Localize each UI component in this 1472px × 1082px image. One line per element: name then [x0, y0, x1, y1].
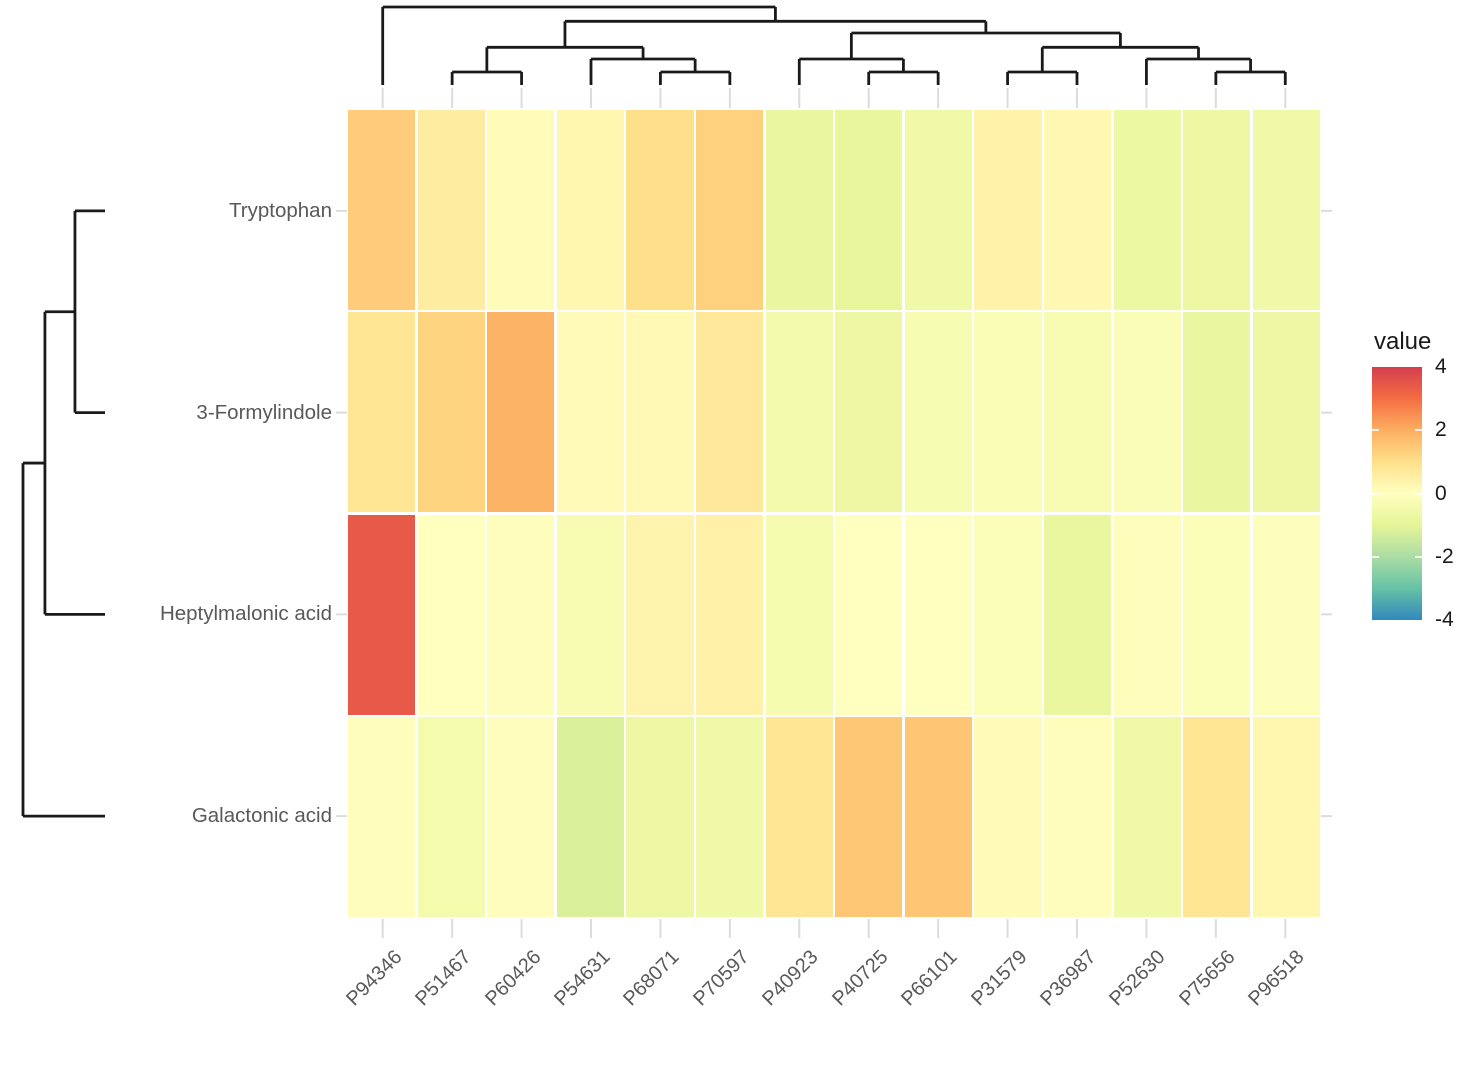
heatmap-cell	[1252, 312, 1320, 513]
heatmap-cell	[417, 717, 485, 917]
heatmap-cell	[765, 717, 833, 917]
heatmap-cell	[626, 717, 694, 917]
heatmap-cell	[765, 312, 833, 513]
heatmap-cell	[1044, 110, 1112, 310]
heatmap-cell	[835, 514, 903, 715]
heatmap-cell	[835, 312, 903, 513]
heatmap-cell	[348, 312, 416, 513]
heatmap-cell	[904, 717, 972, 917]
heatmap-cell	[626, 514, 694, 715]
heatmap-cell	[696, 514, 764, 715]
heatmap-cell	[417, 110, 485, 310]
heatmap-cell	[348, 110, 416, 310]
heatmap-cell	[556, 312, 624, 513]
heatmap-cell	[835, 110, 903, 310]
heatmap-cell	[974, 514, 1042, 715]
heatmap-cell	[1183, 514, 1251, 715]
heatmap-cell	[1252, 717, 1320, 917]
heatmap-cell	[487, 110, 555, 310]
heatmap-cell	[696, 717, 764, 917]
heatmap-cell	[1113, 717, 1181, 917]
heatmap-cell	[974, 312, 1042, 513]
heatmap-cell	[1183, 110, 1251, 310]
heatmap-cell	[974, 717, 1042, 917]
heatmap-cell	[1252, 110, 1320, 310]
heatmap-cell	[556, 717, 624, 917]
heatmap-cell	[696, 110, 764, 310]
heatmap-cell	[1113, 514, 1181, 715]
heatmap-cell	[626, 312, 694, 513]
heatmap-cell	[487, 717, 555, 917]
legend-bar-tick	[1415, 555, 1422, 558]
row-label: Heptylmalonic acid	[159, 602, 332, 626]
heatmap-cell	[1113, 312, 1181, 513]
heatmap-cell	[556, 110, 624, 310]
heatmap-cell	[487, 312, 555, 513]
legend-bar-tick	[1372, 429, 1379, 432]
row-label: Galactonic acid	[191, 804, 332, 828]
heatmap-cell	[1252, 514, 1320, 715]
heatmap-cell	[696, 312, 764, 513]
legend-tick-label: -2	[1435, 544, 1454, 568]
legend-tick-label: 4	[1435, 355, 1447, 378]
heatmap-cell	[904, 312, 972, 513]
dendrogram-and-ticks-layer	[21, 5, 1332, 938]
legend-tick-label: 0	[1435, 481, 1447, 505]
heatmap-cell	[1183, 312, 1251, 513]
row-label: 3-Formylindole	[196, 400, 332, 424]
heatmap-cell	[904, 110, 972, 310]
heatmap-cell	[348, 514, 416, 715]
heatmap-cell	[765, 110, 833, 310]
legend-tick-label: -4	[1435, 608, 1454, 631]
heatmap-cell	[348, 717, 416, 917]
legend-bar-tick	[1372, 492, 1379, 495]
legend-bar-tick	[1415, 492, 1422, 495]
heatmap-cell	[487, 514, 555, 715]
heatmap-cell	[556, 514, 624, 715]
heatmap-cell	[1044, 717, 1112, 917]
heatmap-cell	[1044, 514, 1112, 715]
legend-bar-tick	[1415, 429, 1422, 432]
heatmap-cell	[904, 514, 972, 715]
heatmap-cell	[1044, 312, 1112, 513]
heatmap-cell	[765, 514, 833, 715]
heatmap-grid	[348, 110, 1320, 917]
heatmap-cell	[974, 110, 1042, 310]
legend-bar-tick	[1372, 555, 1379, 558]
heatmap-cell	[1183, 717, 1251, 917]
legend-title: value	[1374, 328, 1432, 355]
legend-colorbar	[1372, 367, 1422, 620]
heatmap-cell	[417, 312, 485, 513]
heatmap-figure: Tryptophan 3-Formylindole Heptylmalonic ac…	[21, 5, 1454, 1010]
heatmap-cell	[626, 110, 694, 310]
heatmap-cell	[835, 717, 903, 917]
legend-tick-label: 2	[1435, 418, 1447, 442]
heatmap-cell	[417, 514, 485, 715]
row-label: Tryptophan	[229, 198, 332, 222]
heatmap-cell	[1113, 110, 1181, 310]
